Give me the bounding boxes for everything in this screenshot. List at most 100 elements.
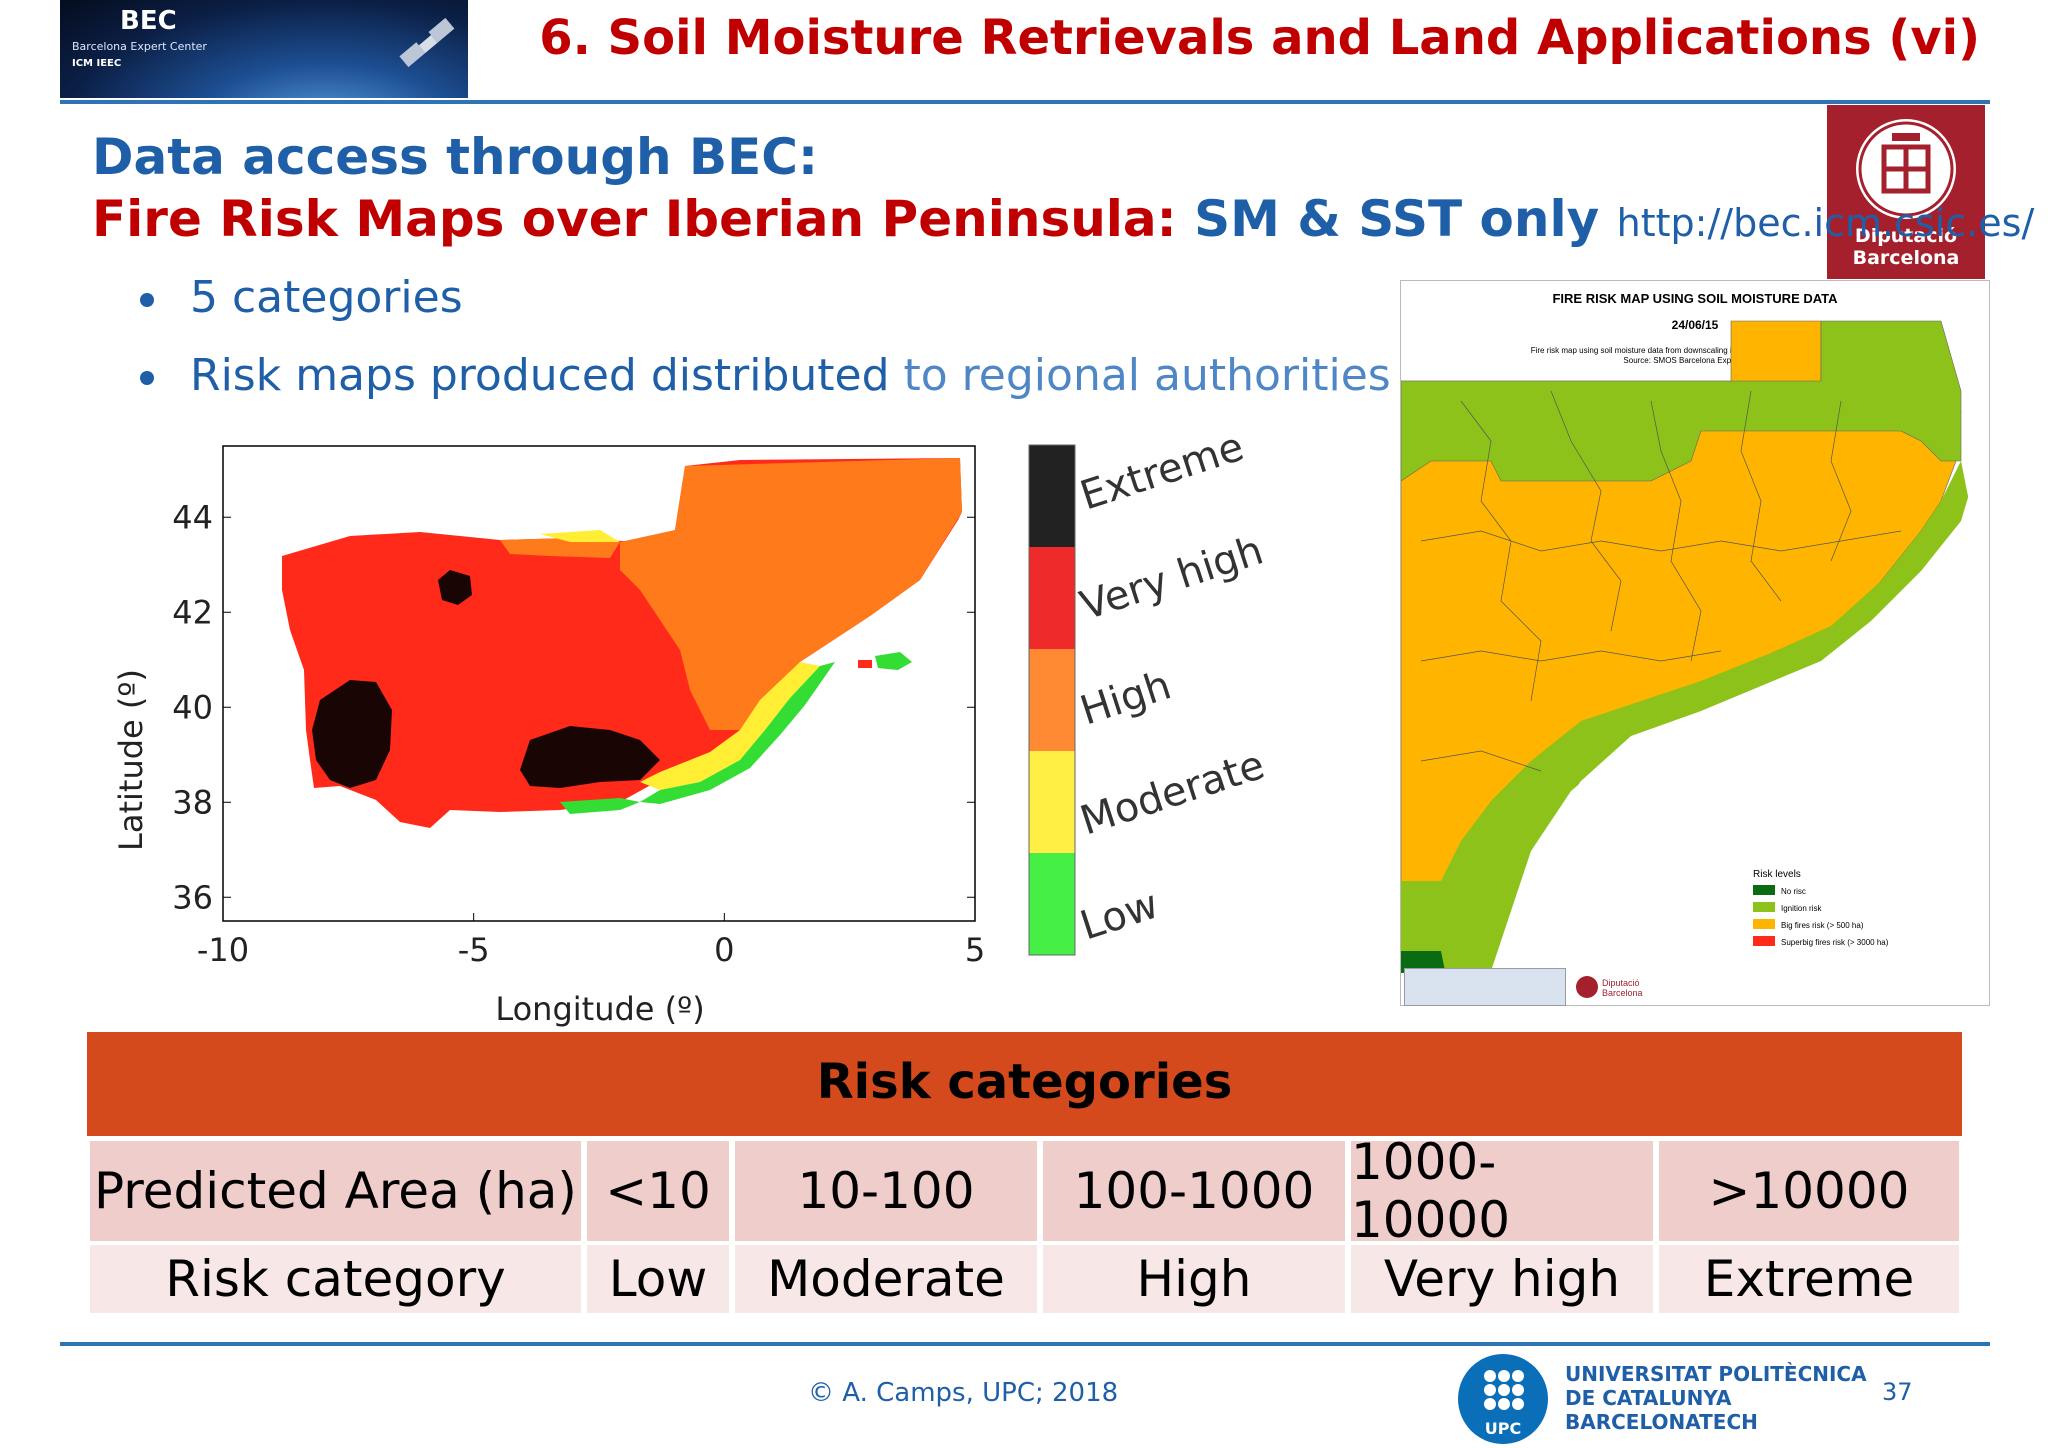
colorbar-very-high [1029,547,1075,649]
extreme-risk-southwest [312,680,392,788]
catalonia-fire-risk-map: FIRE RISK MAP USING SOIL MOISTURE DATA 2… [1400,280,1990,1006]
high-risk-north [500,538,620,558]
colorbar-low [1029,853,1075,955]
table-cell: Risk category [87,1242,584,1316]
diputacio-small-line1: Diputació [1602,978,1640,988]
mediterranean-sea [1493,391,1989,981]
x-tick-label: 0 [714,931,734,969]
bullet-risk-maps: Risk maps produced distributed to region… [140,350,1391,401]
bullet-text-dark: Risk maps produced distributed [190,350,890,401]
legend-label-superbig: Superbig fires risk (> 3000 ha) [1781,938,1889,947]
iberia-fire-risk-chart: -10 -5 0 5 36 38 40 42 44 Longitude (º) Latitude… [112,445,985,1028]
colorbar-label-extreme: Extreme [1075,424,1249,520]
table-cell: Predicted Area (ha) [87,1138,584,1244]
colorbar-high [1029,649,1075,751]
bullet-dot [140,293,154,307]
x-tick-label: -5 [458,931,490,969]
y-tick-label: 44 [172,498,213,536]
table-row: Risk category Low Moderate High Very hig… [87,1242,1962,1316]
bullet-text: 5 categories [190,272,463,323]
table-cell: 10-100 [732,1138,1040,1244]
colorbar-label-moderate: Moderate [1075,742,1270,845]
y-tick-label: 40 [172,688,213,726]
legend-title: Risk levels [1753,869,1801,880]
catalonia-map-date: 24/06/15 [1672,318,1719,332]
comarca-borders [1420,390,1902,772]
diputacio-barcelona-logo: Diputació Barcelona [1827,105,1985,279]
moderate-risk-north [540,530,620,542]
x-tick-label: -10 [197,931,249,969]
upc-wordmark: UNIVERSITAT POLITÈCNICA DE CATALUNYA BAR… [1565,1362,1867,1434]
colorbar-extreme [1029,445,1075,547]
table-cell: Moderate [732,1242,1040,1316]
heading-data-access: Data access through BEC: [92,128,819,186]
table-cell: 100-1000 [1040,1138,1348,1244]
extreme-risk-north [438,570,472,605]
colorbar-label-high: High [1075,662,1177,734]
table-cell: 1000-10000 [1348,1133,1656,1249]
upc-line3: BARCELONATECH [1565,1410,1758,1434]
risk-colorbar: Extreme Very high High Moderate Low [1028,424,1270,956]
low-risk-south [560,798,640,814]
satellite-icon [399,17,455,68]
legend-swatch-superbig [1753,936,1775,946]
bec-logo: BEC Barcelona Expert Center ICM IEEC [60,0,468,98]
legend-swatch-no-risc [1753,885,1775,895]
diputacio-line1: Diputació [1854,225,1958,247]
footer-divider [60,1342,1990,1346]
footer-copyright: © A. Camps, UPC; 2018 [808,1378,1119,1408]
bec-logo-text: BEC [120,6,177,36]
balearic-islet [858,660,872,668]
legend-swatch-ignition [1753,902,1775,912]
chart-axes: -10 -5 0 5 36 38 40 42 44 [172,498,985,969]
high-risk-region [620,458,962,730]
legend-swatch-big-fires [1753,919,1775,929]
bec-logo-partners: ICM IEEC [72,58,122,69]
diputacio-seal-icon [1856,119,1956,219]
catalonia-legend: No risc Ignition risk Big fires risk (> … [1753,885,1889,947]
heading-fire-risk: Fire Risk Maps over Iberian Peninsula: S… [92,190,2034,248]
x-tick-label: 5 [965,931,985,969]
legend-label-no-risc: No risc [1781,887,1806,896]
header-divider [60,100,1990,104]
upc-logo-icon: UPC [1458,1354,1548,1444]
colorbar-moderate [1029,751,1075,853]
bullet-categories: 5 categories [140,272,463,323]
bec-logo-subtitle: Barcelona Expert Center [72,40,207,53]
extreme-risk-south [520,726,660,788]
bullet-dot [140,371,154,385]
table-cell: >10000 [1656,1138,1962,1244]
upc-line1: UNIVERSITAT POLITÈCNICA [1565,1362,1867,1386]
table-cell: High [1040,1242,1348,1316]
balearic-islands [875,652,912,670]
catalonia-map-title: FIRE RISK MAP USING SOIL MOISTURE DATA [1552,291,1838,306]
catalonia-map-subtitle1: Fire risk map using soil moisture data f… [1531,346,1860,355]
y-tick-label: 42 [172,593,213,631]
heading-fire-risk-red: Fire Risk Maps over Iberian Peninsula: [92,190,1195,248]
bullet-text-light: to regional authorities [889,350,1391,401]
table-row: Predicted Area (ha) <10 10-100 100-1000 … [87,1133,1962,1249]
colorbar-label-low: Low [1075,881,1164,949]
diputacio-line2: Barcelona [1852,247,1960,269]
heading-fire-risk-blue: SM & SST only [1194,190,1600,248]
slide-title: 6. Soil Moisture Retrievals and Land App… [539,10,1980,66]
legend-label-ignition: Ignition risk [1781,904,1822,913]
table-cell: Very high [1348,1242,1656,1316]
table-cell: <10 [584,1138,732,1244]
low-risk-coast [640,662,835,804]
risk-categories-table: Risk categories Predicted Area (ha) <10 … [87,1032,1962,1316]
legend-label-big-fires: Big fires risk (> 500 ha) [1781,921,1864,930]
table-cell: Low [584,1242,732,1316]
upc-line2: DE CATALUNYA [1565,1386,1732,1410]
catalonia-ignition-north [1400,320,1962,482]
diputacio-small-icon [1576,976,1598,998]
y-tick-label: 38 [172,783,213,821]
table-cell: Extreme [1656,1242,1962,1316]
table-title: Risk categories [87,1032,1962,1138]
smos-csic-logo [1404,968,1566,1006]
diputacio-small-text: Diputació Barcelona [1602,978,1643,998]
bec-url-link[interactable]: http://bec.icm.csic.es/ [1616,201,2035,245]
catalonia-ignition-coast [1401,461,1971,971]
upc-short: UPC [1485,1419,1521,1438]
x-axis-label: Longitude (º) [495,990,704,1028]
